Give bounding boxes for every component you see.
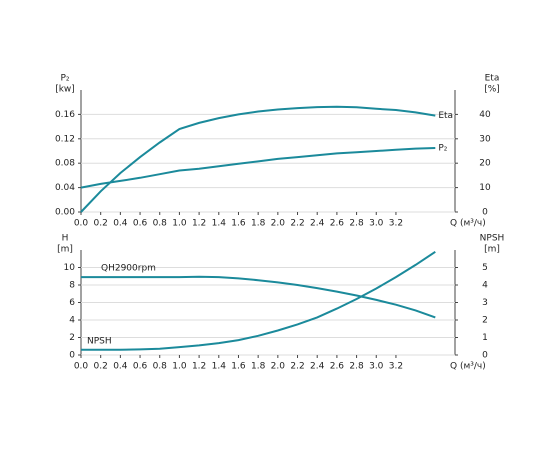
x-tick-label: 1.2 — [192, 219, 206, 229]
x-tick-label: 2.8 — [349, 219, 364, 229]
y2-tick-label: 30 — [479, 134, 491, 144]
y-tick-label: 0.16 — [55, 110, 75, 120]
x-tick-label: 2.4 — [310, 219, 325, 229]
x-tick-label: 1.6 — [231, 219, 246, 229]
y-tick-label: 6 — [69, 298, 75, 308]
y-tick-label: 8 — [69, 281, 75, 291]
y-tick-label: 10 — [64, 263, 76, 273]
series-line — [80, 147, 436, 189]
y2-tick-label: 1 — [482, 333, 488, 343]
y2-tick-label: 4 — [482, 281, 488, 291]
y2-tick-label: 10 — [479, 183, 491, 193]
y-tick-label: 0.08 — [55, 159, 75, 169]
x-tick-label: 2.4 — [310, 362, 325, 372]
x-tick-label: 3.2 — [389, 362, 403, 372]
y2-axis-label: Eta — [485, 74, 500, 84]
x-tick-label: 3.0 — [369, 362, 384, 372]
y2-axis-label: NPSH — [480, 234, 505, 244]
series-label: Eta — [438, 111, 453, 121]
y-tick-label: 0.04 — [55, 183, 75, 193]
x-tick-label: 0.8 — [153, 362, 168, 372]
y2-tick-label: 40 — [479, 110, 491, 120]
x-tick-label: 2.0 — [271, 362, 286, 372]
x-tick-label: 2.2 — [290, 219, 304, 229]
y-axis-label: H — [62, 234, 69, 244]
x-tick-label: 0.2 — [94, 219, 108, 229]
x-tick-label: 0.2 — [94, 362, 108, 372]
x-tick-label: 1.8 — [251, 362, 266, 372]
x-tick-label: 2.8 — [349, 362, 364, 372]
x-tick-label: 1.6 — [231, 362, 246, 372]
series-label: QH2900rpm — [101, 264, 156, 274]
x-tick-label: 2.6 — [330, 362, 345, 372]
x-tick-label: 1.8 — [251, 219, 266, 229]
series-line — [81, 275, 436, 319]
x-tick-label: 0.6 — [133, 362, 148, 372]
x-axis-label: Q (м³/ч) — [450, 362, 486, 372]
y2-tick-label: 5 — [482, 263, 488, 273]
y-tick-label: 4 — [69, 316, 75, 326]
series-label: P₂ — [438, 143, 447, 153]
x-tick-label: 1.4 — [212, 219, 227, 229]
series-label: NPSH — [87, 336, 112, 346]
y-axis-label: [m] — [57, 245, 73, 255]
x-tick-label: 0.0 — [74, 362, 89, 372]
y-tick-label: 0.00 — [55, 208, 75, 218]
series-line — [80, 105, 436, 213]
y-axis-label: [kw] — [55, 85, 75, 95]
x-tick-label: 0.6 — [133, 219, 148, 229]
x-tick-label: 2.2 — [290, 362, 304, 372]
x-tick-label: 0.0 — [74, 219, 89, 229]
x-tick-label: 0.8 — [153, 219, 168, 229]
y2-axis-label: [m] — [484, 245, 500, 255]
x-tick-label: 2.6 — [330, 219, 345, 229]
y-tick-label: 2 — [69, 333, 75, 343]
y2-tick-label: 2 — [482, 316, 488, 326]
x-tick-label: 1.0 — [172, 362, 187, 372]
x-tick-label: 3.0 — [369, 219, 384, 229]
x-tick-label: 0.4 — [113, 219, 128, 229]
x-tick-label: 1.4 — [212, 362, 227, 372]
series-line — [81, 250, 436, 351]
x-tick-label: 1.2 — [192, 362, 206, 372]
y2-tick-label: 20 — [479, 159, 491, 169]
x-tick-label: 1.0 — [172, 219, 187, 229]
y-tick-label: 0.12 — [55, 134, 75, 144]
x-axis-label: Q (м³/ч) — [450, 219, 486, 229]
y-axis-label: P₂ — [60, 74, 69, 84]
x-tick-label: 2.0 — [271, 219, 286, 229]
y2-tick-label: 0 — [482, 351, 488, 361]
y2-tick-label: 0 — [482, 208, 488, 218]
x-tick-label: 0.4 — [113, 362, 128, 372]
y2-axis-label: [%] — [484, 85, 500, 95]
y-tick-label: 0 — [69, 351, 75, 361]
y2-tick-label: 3 — [482, 298, 488, 308]
x-tick-label: 3.2 — [389, 219, 403, 229]
